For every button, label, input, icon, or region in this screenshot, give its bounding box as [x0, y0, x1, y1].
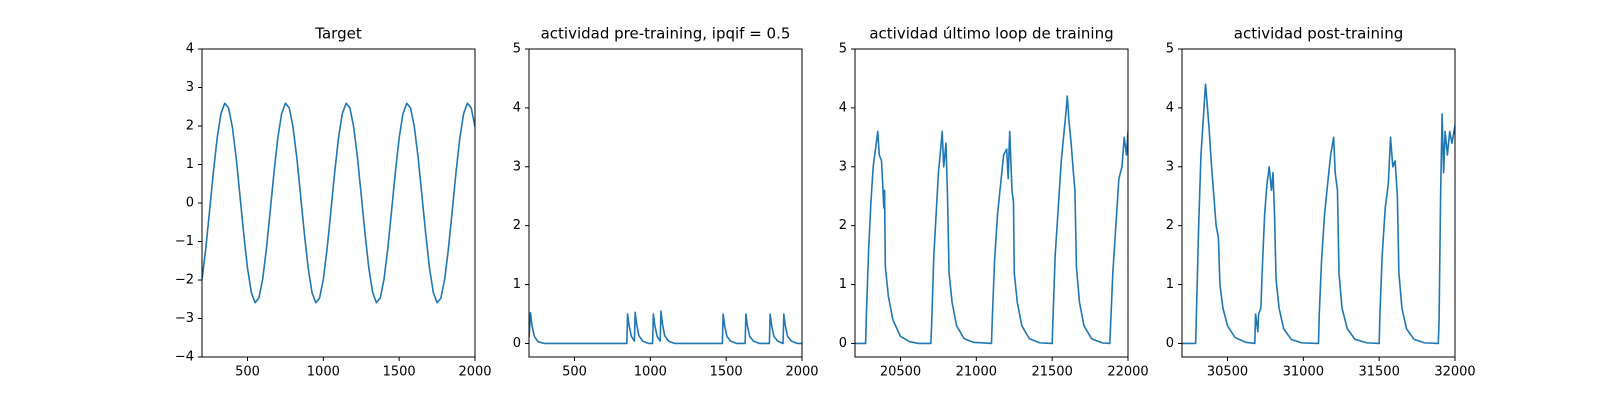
data-line — [202, 102, 475, 304]
x-tick-label: 30500 — [1207, 365, 1248, 380]
axes-frame — [528, 48, 803, 358]
y-tick-label: −2 — [175, 273, 194, 288]
y-tick-label: 3 — [513, 159, 521, 174]
x-tick-label: 31500 — [1358, 365, 1399, 380]
axes-frame — [1181, 48, 1456, 358]
y-tick-label: 2 — [1166, 218, 1174, 233]
x-tick-label: 2000 — [785, 365, 818, 380]
subplot-title: actividad último loop de training — [869, 25, 1113, 43]
y-tick-label: 5 — [513, 42, 521, 57]
subplot-title: actividad post-training — [1234, 25, 1403, 43]
y-tick-label: 4 — [513, 100, 521, 115]
axes-frame — [201, 48, 476, 358]
y-tick-label: 0 — [186, 196, 194, 211]
y-tick-label: −3 — [175, 311, 194, 326]
y-tick-label: 2 — [513, 218, 521, 233]
y-tick-label: 1 — [839, 277, 847, 292]
x-tick-label: 500 — [562, 365, 587, 380]
y-tick-label: 4 — [839, 100, 847, 115]
y-tick-label: 0 — [839, 336, 847, 351]
y-tick-label: 0 — [513, 336, 521, 351]
y-tick-label: 5 — [1166, 42, 1174, 57]
y-tick-label: 1 — [513, 277, 521, 292]
x-tick-label: 22000 — [1107, 365, 1148, 380]
data-line — [1182, 83, 1455, 345]
y-tick-label: 0 — [1166, 336, 1174, 351]
y-tick-label: 3 — [1166, 159, 1174, 174]
y-tick-label: 2 — [186, 119, 194, 134]
y-tick-label: 3 — [186, 80, 194, 95]
y-tick-label: −1 — [175, 234, 194, 249]
x-tick-label: 1000 — [307, 365, 340, 380]
y-tick-label: 4 — [186, 42, 194, 57]
x-tick-label: 2000 — [458, 365, 491, 380]
y-tick-label: −4 — [175, 350, 194, 365]
y-tick-label: 4 — [1166, 100, 1174, 115]
data-line — [855, 95, 1128, 345]
x-tick-label: 21000 — [956, 365, 997, 380]
x-tick-label: 20500 — [880, 365, 921, 380]
x-tick-label: 32000 — [1434, 365, 1475, 380]
x-tick-label: 1000 — [634, 365, 667, 380]
x-tick-label: 500 — [235, 365, 260, 380]
x-tick-label: 1500 — [710, 365, 743, 380]
axes-frame — [854, 48, 1129, 358]
x-tick-label: 1500 — [383, 365, 416, 380]
subplot-title: Target — [314, 25, 362, 43]
x-tick-label: 31000 — [1283, 365, 1324, 380]
y-tick-label: 3 — [839, 159, 847, 174]
y-tick-label: 5 — [839, 42, 847, 57]
y-tick-label: 1 — [186, 157, 194, 172]
x-tick-label: 21500 — [1031, 365, 1072, 380]
y-tick-label: 1 — [1166, 277, 1174, 292]
y-tick-label: 2 — [839, 218, 847, 233]
subplot-title: actividad pre-training, ipqif = 0.5 — [541, 25, 791, 43]
data-line — [529, 310, 802, 345]
